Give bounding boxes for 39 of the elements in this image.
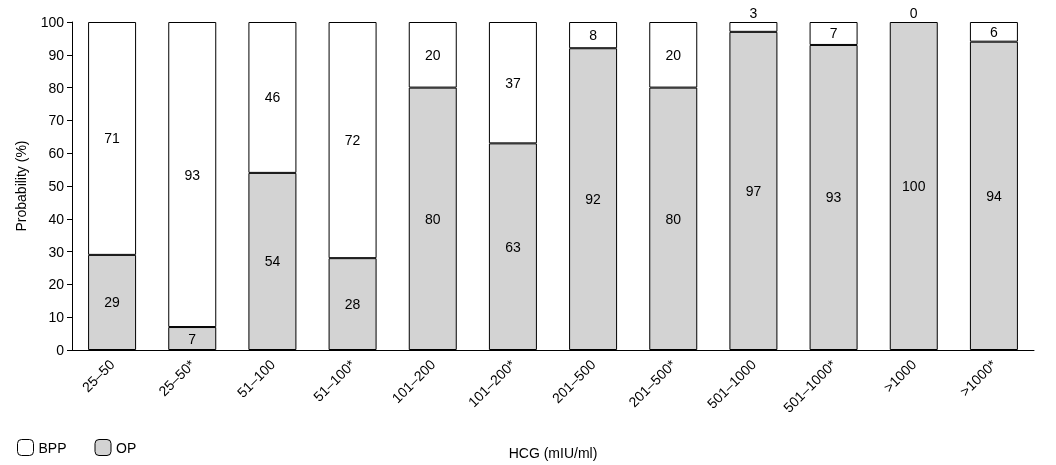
data-label: 100 <box>902 178 926 194</box>
y-tick-label: 40 <box>48 210 65 227</box>
data-label: 80 <box>665 210 682 227</box>
data-label: 63 <box>505 238 521 255</box>
data-label: 3 <box>749 5 758 21</box>
data-label: 93 <box>825 189 842 206</box>
data-label: 80 <box>424 210 441 227</box>
y-tick-label: 60 <box>48 145 65 162</box>
data-label: 6 <box>990 23 999 40</box>
data-label: 7 <box>829 25 838 42</box>
data-label: 54 <box>264 253 281 270</box>
data-label: 46 <box>264 89 281 106</box>
data-label: 71 <box>104 130 121 147</box>
data-label: 72 <box>344 132 361 149</box>
y-tick-label: 90 <box>48 46 65 63</box>
legend-label: BPP <box>38 439 67 456</box>
y-tick-label: 10 <box>48 309 65 326</box>
data-label: 92 <box>585 191 602 208</box>
legend-label: OP <box>116 439 137 456</box>
data-label: 29 <box>104 294 121 311</box>
data-label: 93 <box>184 166 201 183</box>
data-label: 7 <box>188 330 197 347</box>
y-tick-label: 70 <box>48 112 65 129</box>
y-tick-label: 100 <box>40 14 65 30</box>
data-label: 37 <box>505 74 521 91</box>
data-label: 8 <box>589 27 598 44</box>
data-label: 94 <box>986 187 1002 204</box>
y-tick-label: 50 <box>48 178 65 194</box>
y-tick-label: 30 <box>48 243 65 260</box>
y-tick-label: 20 <box>48 276 65 293</box>
data-label: 28 <box>344 296 361 313</box>
x-axis-title: HCG (mIU/ml) <box>508 445 598 461</box>
data-label: 97 <box>745 182 762 199</box>
data-label: 20 <box>665 46 682 63</box>
y-axis-title: Probability (%) <box>13 140 29 232</box>
data-label: 0 <box>909 5 918 21</box>
data-label: 20 <box>424 46 441 63</box>
y-tick-label: 80 <box>48 79 65 96</box>
y-tick-label: 0 <box>56 342 65 358</box>
